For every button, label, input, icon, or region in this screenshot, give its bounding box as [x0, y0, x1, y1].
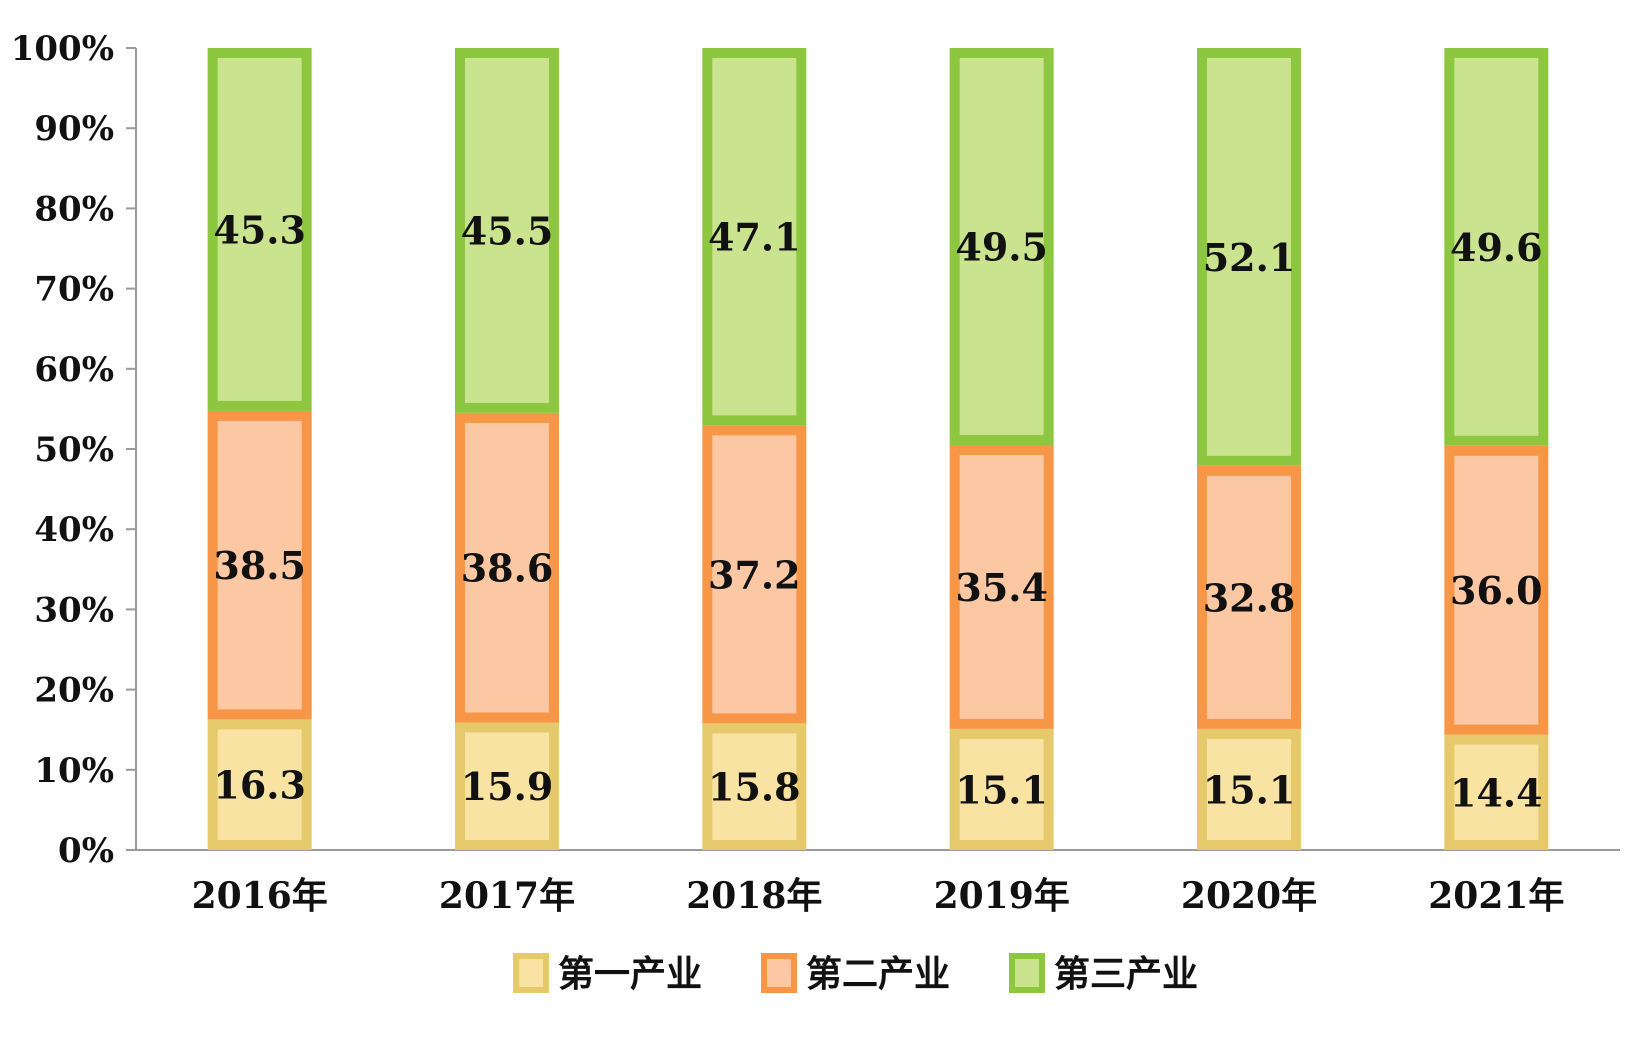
bars: 16.3 38.5 45.3 15.9 38.6 45.5 15.8 37.2 47.1 15.1… — [207, 48, 1549, 851]
bar-segment-2 — [702, 425, 807, 724]
legend: 第一产业 第二产业 第三产业 — [513, 953, 1198, 995]
y-tick-label: 50% — [34, 430, 114, 470]
bar-segment-3 — [949, 48, 1054, 445]
data-label: 15.8 — [708, 765, 801, 810]
bar-segment-2 — [949, 444, 1054, 729]
data-label: 36.0 — [1450, 568, 1543, 613]
x-tick-label: 2020年 — [1181, 875, 1317, 917]
data-label: 15.1 — [1203, 767, 1296, 812]
data-label: 16.3 — [213, 763, 306, 808]
y-tick-label: 60% — [34, 350, 114, 390]
bar-segment-1 — [949, 728, 1054, 851]
data-label: 38.5 — [213, 543, 306, 588]
x-tick-label: 2016年 — [192, 875, 328, 917]
x-tick-label: 2017年 — [439, 875, 575, 917]
data-label: 38.6 — [461, 546, 554, 591]
bar-segment-3 — [1444, 48, 1549, 446]
y-tick-label: 40% — [34, 510, 114, 550]
data-label: 49.6 — [1450, 225, 1543, 270]
bar-segment-2 — [455, 412, 559, 723]
bar-segment-1 — [1197, 728, 1301, 851]
data-label: 15.1 — [955, 767, 1048, 812]
bar-segment-3 — [455, 48, 559, 413]
y-tick-label: 10% — [34, 751, 114, 791]
data-label: 14.4 — [1450, 770, 1543, 815]
bar-segment-1 — [1444, 734, 1549, 851]
data-label: 35.4 — [955, 565, 1048, 610]
bar-segment-3 — [207, 48, 312, 411]
legend-label: 第一产业 — [558, 953, 702, 995]
y-tick-label: 0% — [58, 831, 114, 871]
bar-segment-2 — [1197, 465, 1301, 729]
x-tick-label: 2019年 — [934, 875, 1070, 917]
y-tick-label: 100% — [11, 29, 114, 69]
y-tick-label: 90% — [34, 109, 114, 149]
legend-swatch — [513, 953, 549, 993]
bar-segment-1 — [207, 719, 312, 851]
data-label: 47.1 — [708, 215, 801, 260]
x-axis: 2016年 2017年 2018年 2019年 2020年 2021年 — [136, 849, 1620, 917]
data-label: 52.1 — [1203, 235, 1296, 280]
y-axis: 0% 10% 20% 30% 40% 50% 60% 70% 80% 90% 100% — [11, 29, 137, 871]
x-tick-label: 2021年 — [1428, 875, 1564, 917]
bar-segment-3 — [1197, 48, 1301, 466]
data-label: 32.8 — [1203, 575, 1296, 620]
bar-segment-1 — [455, 722, 559, 850]
data-label: 45.3 — [213, 207, 306, 252]
data-label: 37.2 — [708, 552, 801, 597]
legend-label: 第三产业 — [1054, 953, 1198, 995]
y-tick-label: 70% — [34, 270, 114, 310]
legend-swatch — [1009, 953, 1045, 993]
y-tick-label: 30% — [34, 590, 114, 630]
bar-segment-1 — [702, 723, 807, 850]
bar-segment-2 — [1444, 445, 1549, 735]
x-tick-label: 2018年 — [686, 875, 822, 917]
y-tick-label: 80% — [34, 189, 114, 229]
y-tick-label: 20% — [34, 671, 114, 711]
bar-segment-2 — [207, 410, 312, 720]
data-label: 45.5 — [461, 208, 554, 253]
legend-label: 第二产业 — [806, 953, 950, 995]
data-label: 15.9 — [461, 764, 554, 809]
bar-segment-3 — [702, 48, 807, 426]
legend-swatch — [761, 953, 797, 993]
data-label: 49.5 — [955, 224, 1048, 269]
